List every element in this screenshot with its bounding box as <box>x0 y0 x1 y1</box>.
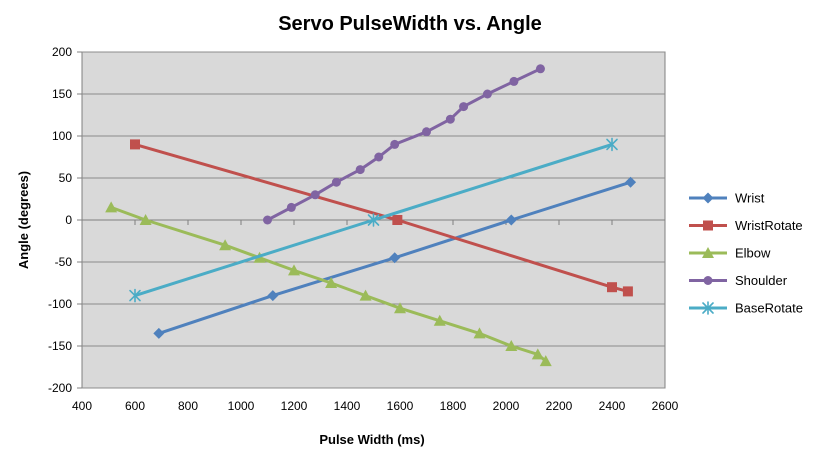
data-point-wrist <box>153 327 165 339</box>
series-wrist <box>153 176 637 339</box>
x-tick-label: 2600 <box>652 399 679 413</box>
series-shoulder <box>263 64 545 225</box>
legend-label-wristrotate: WristRotate <box>735 218 803 233</box>
x-axis-label: Pulse Width (ms) <box>319 432 424 447</box>
data-point-wristrotate <box>392 215 403 225</box>
legend-item-baserotate: BaseRotate <box>689 301 803 316</box>
data-point-shoulder <box>459 102 469 112</box>
y-tick-label: 0 <box>65 213 72 227</box>
y-tick-label: -200 <box>48 381 72 395</box>
legend-item-wrist: Wrist <box>689 191 765 206</box>
legend-marker-wristrotate <box>703 220 713 231</box>
data-point-wrist <box>505 214 517 226</box>
data-point-baserotate <box>367 213 380 227</box>
data-point-shoulder <box>422 127 431 137</box>
data-point-elbow <box>473 327 486 339</box>
data-point-wristrotate <box>607 282 617 293</box>
x-tick-labels: 400 600 800 1000 1200 1400 1600 1800 2000 2200 240… <box>72 399 679 413</box>
data-point-wristrotate <box>622 286 633 297</box>
data-point-wristrotate <box>130 139 140 150</box>
data-point-baserotate <box>129 288 141 303</box>
legend-marker-baserotate <box>702 301 714 315</box>
legend-label-shoulder: Shoulder <box>735 273 788 288</box>
data-point-shoulder <box>509 76 519 86</box>
series-group <box>105 64 637 367</box>
legend-label-elbow: Elbow <box>735 246 771 261</box>
data-point-shoulder <box>535 64 545 74</box>
data-point-shoulder <box>445 114 455 124</box>
x-tick-label: 1800 <box>440 399 467 413</box>
chart-title: Servo PulseWidth vs. Angle <box>278 13 542 35</box>
x-tick-label: 800 <box>178 399 198 413</box>
x-tick-label: 1000 <box>228 399 255 413</box>
y-tick-label: 150 <box>52 87 72 101</box>
data-point-elbow <box>105 201 118 213</box>
data-point-shoulder <box>390 139 400 149</box>
data-point-shoulder <box>331 177 341 187</box>
legend-marker-wrist <box>702 192 714 204</box>
x-tick-label: 2000 <box>493 399 520 413</box>
legend-marker-shoulder <box>703 276 713 285</box>
x-tick-label: 2200 <box>546 399 573 413</box>
series-elbow <box>105 201 552 367</box>
data-point-elbow <box>531 348 544 360</box>
x-tick-label: 2400 <box>599 399 626 413</box>
data-point-wrist <box>625 176 637 188</box>
data-point-elbow <box>433 314 446 326</box>
data-point-wrist <box>267 290 279 302</box>
y-tick-label: -50 <box>55 255 73 269</box>
legend-item-elbow: Elbow <box>689 246 771 261</box>
series-wristrotate <box>130 139 633 297</box>
legend-label-baserotate: BaseRotate <box>735 301 803 316</box>
y-tick-label: -100 <box>48 297 72 311</box>
x-tick-label: 600 <box>125 399 145 413</box>
y-tick-label: 50 <box>59 171 73 185</box>
data-point-shoulder <box>310 190 320 200</box>
y-axis-label: Angle (degrees) <box>16 171 31 269</box>
legend-item-wristrotate: WristRotate <box>689 218 803 233</box>
data-point-shoulder <box>355 165 365 175</box>
data-point-wrist <box>389 252 401 264</box>
legend-item-shoulder: Shoulder <box>689 273 788 288</box>
data-point-elbow <box>288 264 300 276</box>
x-tick-label: 400 <box>72 399 92 413</box>
y-tick-label: 200 <box>52 45 72 59</box>
y-tick-label: 100 <box>52 129 72 143</box>
legend-marker-elbow <box>702 247 714 258</box>
series-baserotate <box>129 137 618 303</box>
data-point-elbow <box>539 355 552 367</box>
data-point-elbow <box>325 277 338 288</box>
data-point-elbow <box>139 214 152 225</box>
data-point-elbow <box>505 340 518 351</box>
legend-label-wrist: Wrist <box>735 191 765 206</box>
data-point-elbow <box>219 239 232 251</box>
data-point-shoulder <box>374 152 384 162</box>
legend: Wrist WristRotate Elbow Shoulder BaseRotate <box>689 191 803 316</box>
data-point-shoulder <box>263 215 272 225</box>
y-tick-label: -150 <box>48 339 72 353</box>
data-point-elbow <box>359 289 372 301</box>
x-tick-label: 1400 <box>334 399 361 413</box>
x-tick-label: 1600 <box>387 399 414 413</box>
data-point-shoulder <box>286 202 296 212</box>
data-point-elbow <box>394 302 406 314</box>
data-point-shoulder <box>482 89 492 99</box>
series-line-wristrotate <box>134 142 629 293</box>
y-tick-labels: -200 -150 -100 -50 0 50 100 150 200 <box>48 45 72 395</box>
data-point-baserotate <box>606 137 618 152</box>
x-tick-label: 1200 <box>281 399 308 413</box>
